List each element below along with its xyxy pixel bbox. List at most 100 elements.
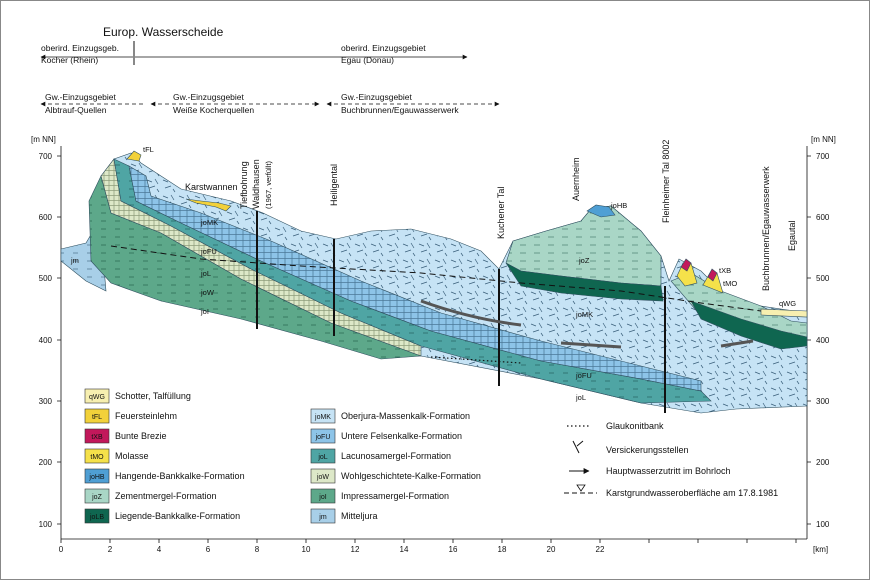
- unit-label: tFL: [143, 145, 154, 154]
- label-egautal: Egautal: [787, 220, 797, 251]
- stratum-qWG: [760, 308, 808, 318]
- y-tick-label: 100: [39, 520, 53, 529]
- x-tick-label: 16: [449, 545, 458, 554]
- stratum-tFL-karst: [185, 198, 232, 212]
- legend-swatch: [84, 408, 110, 424]
- x-tick-label: 20: [547, 545, 556, 554]
- gw2-label-2: Weiße Kocherquellen: [173, 105, 254, 115]
- label-tiefbohrung-2: Waldhausen: [251, 159, 261, 209]
- legend-label: Lacunosamergel-Formation: [341, 451, 451, 461]
- y-tick-label: 600: [816, 213, 830, 222]
- surface-right-label-2: Egau (Donau): [341, 55, 394, 65]
- legend-label: Mitteljura: [341, 511, 378, 521]
- x-unit-label: [km]: [813, 545, 828, 554]
- y-tick-label: 400: [39, 336, 53, 345]
- karstgw-triangle: [576, 484, 586, 492]
- legend-label: Untere Felsenkalke-Formation: [341, 431, 462, 441]
- legend: qWG Schotter, Talfüllung tFL Feuersteinlehm…: [84, 388, 481, 524]
- flow-arrow-1: [420, 299, 522, 327]
- surface-left-label-1: oberird. Einzugsgeb.: [41, 43, 119, 53]
- unit-label: tMO: [723, 279, 737, 288]
- label-buchbrunnen: Buchbrunnen/Egauwasserwerk: [761, 166, 771, 291]
- right-tick-labels: 700 600 500 400 300 200 100: [816, 152, 830, 529]
- glaukonit-bank: [430, 356, 522, 364]
- y-tick-label: 600: [39, 213, 53, 222]
- legend-code: joMK: [314, 414, 331, 421]
- site-labels: Karstwannen Tiefbohrung Waldhausen (1967…: [185, 140, 797, 291]
- x-ticks: [60, 539, 797, 543]
- symbol-label: Versickerungsstellen: [606, 445, 689, 455]
- legend-swatch: [84, 448, 110, 464]
- legend-label: Schotter, Talfüllung: [115, 391, 191, 401]
- x-tick-label: 14: [400, 545, 409, 554]
- y-tick-label: 500: [39, 274, 53, 283]
- x-tick-label: 6: [206, 545, 211, 554]
- symbol-legend: Glaukonitbank Versickerungsstellen Haupt…: [564, 421, 778, 498]
- label-kuchener: Kuchener Tal: [496, 187, 506, 239]
- unit-label: joFU: [200, 247, 217, 256]
- legend-label: Bunte Brezie: [115, 431, 167, 441]
- legend-swatch: [310, 508, 336, 524]
- legend-swatch: [310, 468, 336, 484]
- y-tick-label: 300: [816, 397, 830, 406]
- left-unit-label: [m NN]: [31, 135, 56, 144]
- label-fleinheimer: Fleinheimer Tal 8002: [661, 140, 671, 223]
- symbol-label: Hauptwasserzutritt im Bohrloch: [606, 466, 731, 476]
- y-ticks: [57, 155, 811, 525]
- x-tick-label: 22: [596, 545, 605, 554]
- x-tick-labels: 0 2 4 6 8 10 12 14 16 18 20 22: [59, 545, 605, 554]
- strata: [60, 150, 808, 414]
- legend-swatch: [84, 508, 110, 524]
- stratum-joLB-right: [690, 300, 808, 350]
- gw2-label-1: Gw.-Einzugsgebiet: [173, 92, 245, 102]
- groundwater-catchments: Gw.-Einzugsgebiet Albtrauf-Quellen Gw.-E…: [40, 92, 500, 115]
- legend-code: qWG: [89, 394, 105, 401]
- legend-label: Oberjura-Massenkalk-Formation: [341, 411, 470, 421]
- unit-label: joL: [200, 269, 211, 278]
- legend-code: joI: [318, 494, 326, 501]
- legend-label: Feuersteinlehm: [115, 411, 177, 421]
- boreholes: [256, 211, 666, 413]
- gw1-label-2: Albtrauf-Quellen: [45, 105, 107, 115]
- surface-right-label-1: oberird. Einzugsgebiet: [341, 43, 426, 53]
- label-auernheim: Auernheim: [571, 157, 581, 201]
- legend-label: Molasse: [115, 451, 149, 461]
- y-tick-label: 400: [816, 336, 830, 345]
- x-tick-label: 2: [108, 545, 113, 554]
- stratum-tXB-2: [707, 268, 718, 282]
- legend-code: tXB: [91, 434, 103, 441]
- label-tiefbohrung-3: (1967, verfüllt): [264, 161, 273, 209]
- legend-code: joL: [317, 454, 327, 461]
- legend-swatch: [310, 428, 336, 444]
- gw1-label-1: Gw.-Einzugsgebiet: [45, 92, 117, 102]
- symbol-label: Karstgrundwasseroberfläche am 17.8.1981: [606, 488, 778, 498]
- watershed-annotation: Europ. Wasserscheide oberird. Einzugsgeb…: [40, 25, 468, 65]
- unit-label: qWG: [779, 299, 796, 308]
- x-tick-label: 12: [351, 545, 360, 554]
- unit-labels: tFL jm joMK joFU joL joW joI joHB joZ jo…: [70, 145, 796, 402]
- gw3-label-1: Gw.-Einzugsgebiet: [341, 92, 413, 102]
- legend-swatch: [84, 428, 110, 444]
- axes: [m NN] [m NN] [km] 700 600 500 400 300 2…: [31, 135, 836, 554]
- legend-label: Hangende-Bankkalke-Formation: [115, 471, 245, 481]
- legend-code: joW: [316, 474, 329, 481]
- legend-swatch: [310, 408, 336, 424]
- unit-label: joI: [200, 307, 209, 316]
- legend-swatch: [84, 388, 110, 404]
- flow-arrow-2: [560, 341, 622, 349]
- watershed-title: Europ. Wasserscheide: [103, 25, 224, 39]
- x-tick-label: 0: [59, 545, 64, 554]
- karst-groundwater-surface: [110, 245, 762, 312]
- stratum-joHB: [586, 204, 616, 218]
- label-tiefbohrung-1: Tiefbohrung: [239, 161, 249, 209]
- y-tick-label: 100: [816, 520, 830, 529]
- y-tick-label: 200: [816, 458, 830, 467]
- unit-label: tXB: [719, 266, 731, 275]
- x-tick-label: 4: [157, 545, 162, 554]
- unit-label: jm: [70, 256, 79, 265]
- legend-swatch: [310, 448, 336, 464]
- legend-code: joHB: [88, 474, 105, 481]
- x-tick-label: 10: [302, 545, 311, 554]
